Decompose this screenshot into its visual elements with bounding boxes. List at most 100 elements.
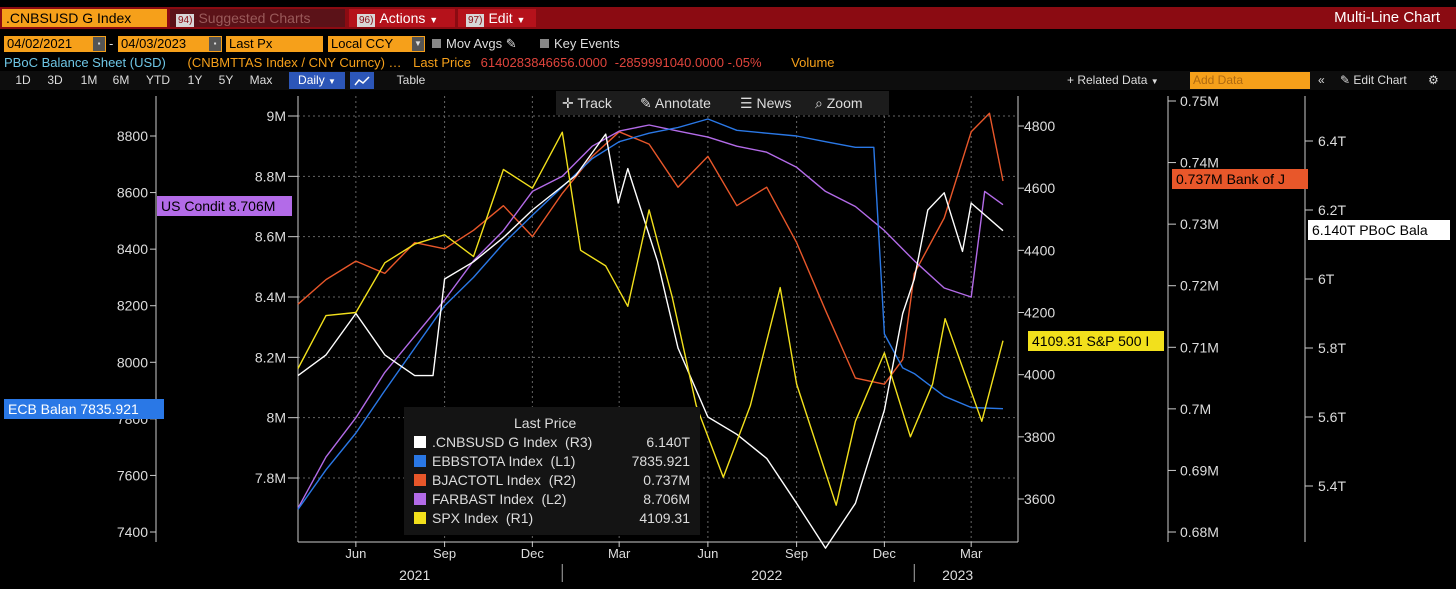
- legend-swatch: [414, 436, 426, 448]
- edit-menu-button[interactable]: 97) Edit ▼: [458, 9, 536, 27]
- checkbox-icon: [432, 39, 441, 48]
- edit-label: Edit: [488, 10, 513, 26]
- y-tick-label-l2: 7.8M: [255, 470, 286, 486]
- y-tick-label-r3: 5.8T: [1318, 340, 1346, 356]
- security-info-line: PBoC Balance Sheet (USD) (CNBMTTAS Index…: [4, 55, 835, 71]
- year-label: 2022: [751, 567, 782, 583]
- y-tick-label-r2: 0.69M: [1180, 462, 1219, 478]
- collapse-icon[interactable]: «: [1318, 73, 1325, 87]
- legend-swatch: [414, 512, 426, 524]
- multi-line-chart[interactable]: Jun Sep Dec Mar Jun Sep Dec Mar 2021 2022 2023 7400…: [0, 90, 1456, 589]
- end-date-field[interactable]: 04/03/2023 ▪: [118, 36, 222, 52]
- x-tick-label: Mar: [608, 546, 631, 561]
- actions-menu-button[interactable]: 96) Actions ▼: [349, 9, 455, 27]
- series-line-spx: [297, 131, 1004, 506]
- y-tick-label-l1: 8400: [117, 241, 148, 257]
- y-tick-label-l1: 8800: [117, 128, 148, 144]
- mov-avgs-toggle[interactable]: Mov Avgs ✎: [432, 36, 517, 52]
- calendar-icon[interactable]: ▪: [209, 37, 221, 51]
- price-field-select[interactable]: Last Px: [226, 36, 323, 52]
- zoom-tool[interactable]: ⌕ Zoom: [815, 94, 863, 112]
- annotate-label: Annotate: [654, 95, 711, 111]
- y-tick-label-l2: 8.2M: [255, 349, 286, 365]
- start-date-value: 04/02/2021: [7, 36, 73, 51]
- zoom-label: Zoom: [826, 95, 863, 111]
- suggested-charts-label: Suggested Charts: [198, 10, 311, 26]
- checkbox-icon: [540, 39, 549, 48]
- add-data-input[interactable]: Add Data: [1190, 72, 1310, 89]
- period-tab-max[interactable]: Max: [249, 73, 273, 87]
- boj-price-tag: 0.737M Bank of J: [1172, 169, 1308, 189]
- suggested-charts-button[interactable]: 94) Suggested Charts: [170, 9, 345, 27]
- ecb-price-tag: ECB Balan 7835.921: [4, 399, 164, 419]
- ticker-field[interactable]: .CNBSUSD G Index: [2, 9, 167, 27]
- start-date-field[interactable]: 04/02/2021 ▪: [4, 36, 106, 52]
- search-icon: ⌕: [815, 95, 823, 111]
- y-tick-label-l1: 7400: [117, 524, 148, 540]
- y-tick-label-r3: 5.4T: [1318, 478, 1346, 494]
- period-tab-1m[interactable]: 1M: [80, 73, 98, 87]
- y-tick-label-l2: 8.8M: [255, 168, 286, 184]
- x-tick-label: Dec: [521, 546, 545, 561]
- y-tick-label-r2: 0.71M: [1180, 339, 1219, 355]
- key-events-toggle[interactable]: Key Events: [540, 36, 620, 52]
- period-tab-3d[interactable]: 3D: [47, 73, 63, 87]
- calendar-icon[interactable]: ▪: [93, 37, 105, 51]
- period-tab-1y[interactable]: 1Y: [187, 73, 203, 87]
- period-tab-6m[interactable]: 6M: [112, 73, 130, 87]
- x-tick-label: Sep: [785, 546, 808, 561]
- period-tab-1d[interactable]: 1D: [15, 73, 31, 87]
- legend-series-name: SPX Index (R1): [432, 510, 534, 526]
- legend-row[interactable]: SPX Index (R1) 4109.31: [414, 509, 694, 527]
- track-tool[interactable]: ✛ Track: [562, 94, 612, 112]
- y-tick-label-r2: 0.73M: [1180, 216, 1219, 232]
- cropped-header-strip: [0, 0, 1456, 6]
- line-chart-icon[interactable]: [350, 72, 374, 89]
- y-tick-label-r1: 4200: [1024, 305, 1055, 321]
- legend-series-name: BJACTOTL Index (R2): [432, 472, 576, 488]
- y-tick-label-l2: 8.6M: [255, 229, 286, 245]
- track-label: Track: [577, 95, 612, 111]
- y-tick-label-r3: 6.2T: [1318, 202, 1346, 218]
- legend-row[interactable]: .CNBSUSD G Index (R3) 6.140T: [414, 433, 694, 451]
- settings-icon[interactable]: ⚙: [1428, 73, 1439, 87]
- legend-swatch: [414, 474, 426, 486]
- related-data-button[interactable]: + Related Data ▼: [1067, 71, 1159, 91]
- edit-chart-button[interactable]: ✎ Edit Chart: [1340, 71, 1407, 89]
- y-tick-label-l1: 7600: [117, 467, 148, 483]
- y-tick-label-r2: 0.74M: [1180, 155, 1219, 171]
- y-tick-label-r3: 5.6T: [1318, 409, 1346, 425]
- change-percent: -.05%: [727, 55, 762, 70]
- x-tick-label: Jun: [345, 546, 366, 561]
- end-date-value: 04/03/2023: [121, 36, 187, 51]
- related-data-label: + Related Data: [1067, 73, 1148, 87]
- table-view-button[interactable]: Table: [396, 73, 426, 87]
- annotate-tool[interactable]: ✎ Annotate: [640, 94, 711, 112]
- y-tick-label-r1: 4600: [1024, 180, 1055, 196]
- x-tick-label: Jun: [697, 546, 718, 561]
- y-tick-label-r1: 4000: [1024, 367, 1055, 383]
- price-field-value: Last Px: [229, 36, 273, 51]
- pencil-icon: ✎: [1340, 73, 1351, 87]
- legend-row[interactable]: FARBAST Index (L2) 8.706M: [414, 490, 694, 508]
- news-tool[interactable]: ☰ News: [740, 94, 791, 112]
- mov-avgs-label: Mov Avgs: [446, 36, 503, 51]
- chevron-down-icon: ▼: [328, 77, 336, 86]
- legend-row[interactable]: EBBSTOTA Index (L1) 7835.921: [414, 452, 694, 470]
- frequency-select[interactable]: Daily ▼: [289, 72, 345, 89]
- menu-number: 97): [466, 14, 485, 27]
- series-line-ebbstota: [297, 118, 1004, 510]
- currency-select[interactable]: Local CCY ▼: [328, 36, 425, 52]
- y-tick-label-l2: 8M: [267, 410, 286, 426]
- x-tick-label: Mar: [960, 546, 983, 561]
- x-tick-label: Dec: [873, 546, 897, 561]
- volume-label: Volume: [791, 55, 835, 70]
- y-tick-label-r2: 0.72M: [1180, 278, 1219, 294]
- series-line-farbast: [297, 124, 1004, 509]
- legend-row[interactable]: BJACTOTL Index (R2) 0.737M: [414, 471, 694, 489]
- pencil-icon[interactable]: ✎: [505, 36, 517, 51]
- period-tab-5y[interactable]: 5Y: [218, 73, 234, 87]
- period-tab-ytd[interactable]: YTD: [146, 73, 170, 87]
- legend-swatch: [414, 455, 426, 467]
- y-tick-label-r2: 0.68M: [1180, 524, 1219, 540]
